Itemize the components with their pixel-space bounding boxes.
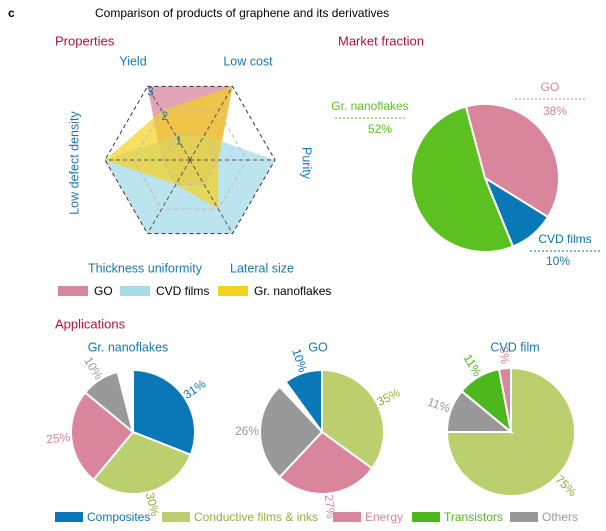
pie-slice <box>410 105 515 253</box>
pie-slice <box>92 430 192 495</box>
value-label: 35% <box>375 385 403 409</box>
pie-slice <box>70 391 135 482</box>
legend-swatch <box>55 512 83 522</box>
legend-swatch <box>333 512 361 522</box>
legend-label: Energy <box>365 510 403 524</box>
pie-slice <box>464 103 560 219</box>
pie-title: Market fraction <box>338 33 424 48</box>
value-label: 38% <box>543 104 567 118</box>
value-label: 3% <box>497 346 513 365</box>
section-title: Applications <box>55 316 126 331</box>
radar-axis-label: Low defect density <box>67 110 81 214</box>
legend-swatch <box>510 512 538 522</box>
legend-swatch <box>218 286 248 296</box>
pie-title: CVD film <box>490 340 539 354</box>
pie-title: GO <box>308 340 328 354</box>
value-label: 31% <box>181 376 209 401</box>
legend-label: Gr. nanoflakes <box>254 284 331 298</box>
radar-spoke <box>147 86 191 161</box>
radar-axis-label: Lateral size <box>230 261 294 275</box>
radar-axis-label: Thickness uniformity <box>88 261 203 275</box>
legend-swatch <box>412 512 440 522</box>
legend-swatch <box>162 512 190 522</box>
legend-label: GO <box>94 284 113 298</box>
radar-axis-label: Yield <box>119 54 146 68</box>
pie-slice <box>83 370 135 435</box>
pie-slice <box>278 430 374 495</box>
radar-axis-label: Low cost <box>223 54 273 68</box>
radar-spoke <box>189 159 233 234</box>
value-label: 30% <box>143 491 163 518</box>
pie-slice <box>321 368 385 470</box>
value-label: 26% <box>235 424 259 438</box>
slice-label: CVD films <box>538 232 591 246</box>
radar-spoke <box>189 86 233 161</box>
legend-label: Composites <box>87 510 150 524</box>
value-label: 10% <box>289 347 310 374</box>
legend-label: Conductive films & inks <box>194 510 318 524</box>
legend-label: Transistors <box>444 510 503 524</box>
figure-title: Comparison of products of graphene and i… <box>95 6 389 20</box>
value-label: 52% <box>368 122 392 136</box>
slice-label: GO <box>541 80 560 94</box>
value-label: 10% <box>546 254 570 268</box>
legend-label: Others <box>542 510 578 524</box>
pie-title: Gr. nanoflakes <box>88 340 169 354</box>
value-label: 25% <box>46 430 72 446</box>
legend-swatch <box>58 286 88 296</box>
slice-label: Gr. nanoflakes <box>331 99 408 113</box>
legend-swatch <box>120 286 150 296</box>
value-label: 11% <box>426 395 453 416</box>
radar-axis-label: Purity <box>300 147 314 180</box>
radar-spoke <box>147 159 191 234</box>
pie-slice <box>132 368 196 457</box>
pie-slice <box>445 366 576 497</box>
radar-title: Properties <box>55 33 115 48</box>
pie-slice <box>259 385 324 479</box>
panel-label: c <box>8 6 15 20</box>
legend-label: CVD films <box>156 284 209 298</box>
pie-slice <box>497 366 512 433</box>
